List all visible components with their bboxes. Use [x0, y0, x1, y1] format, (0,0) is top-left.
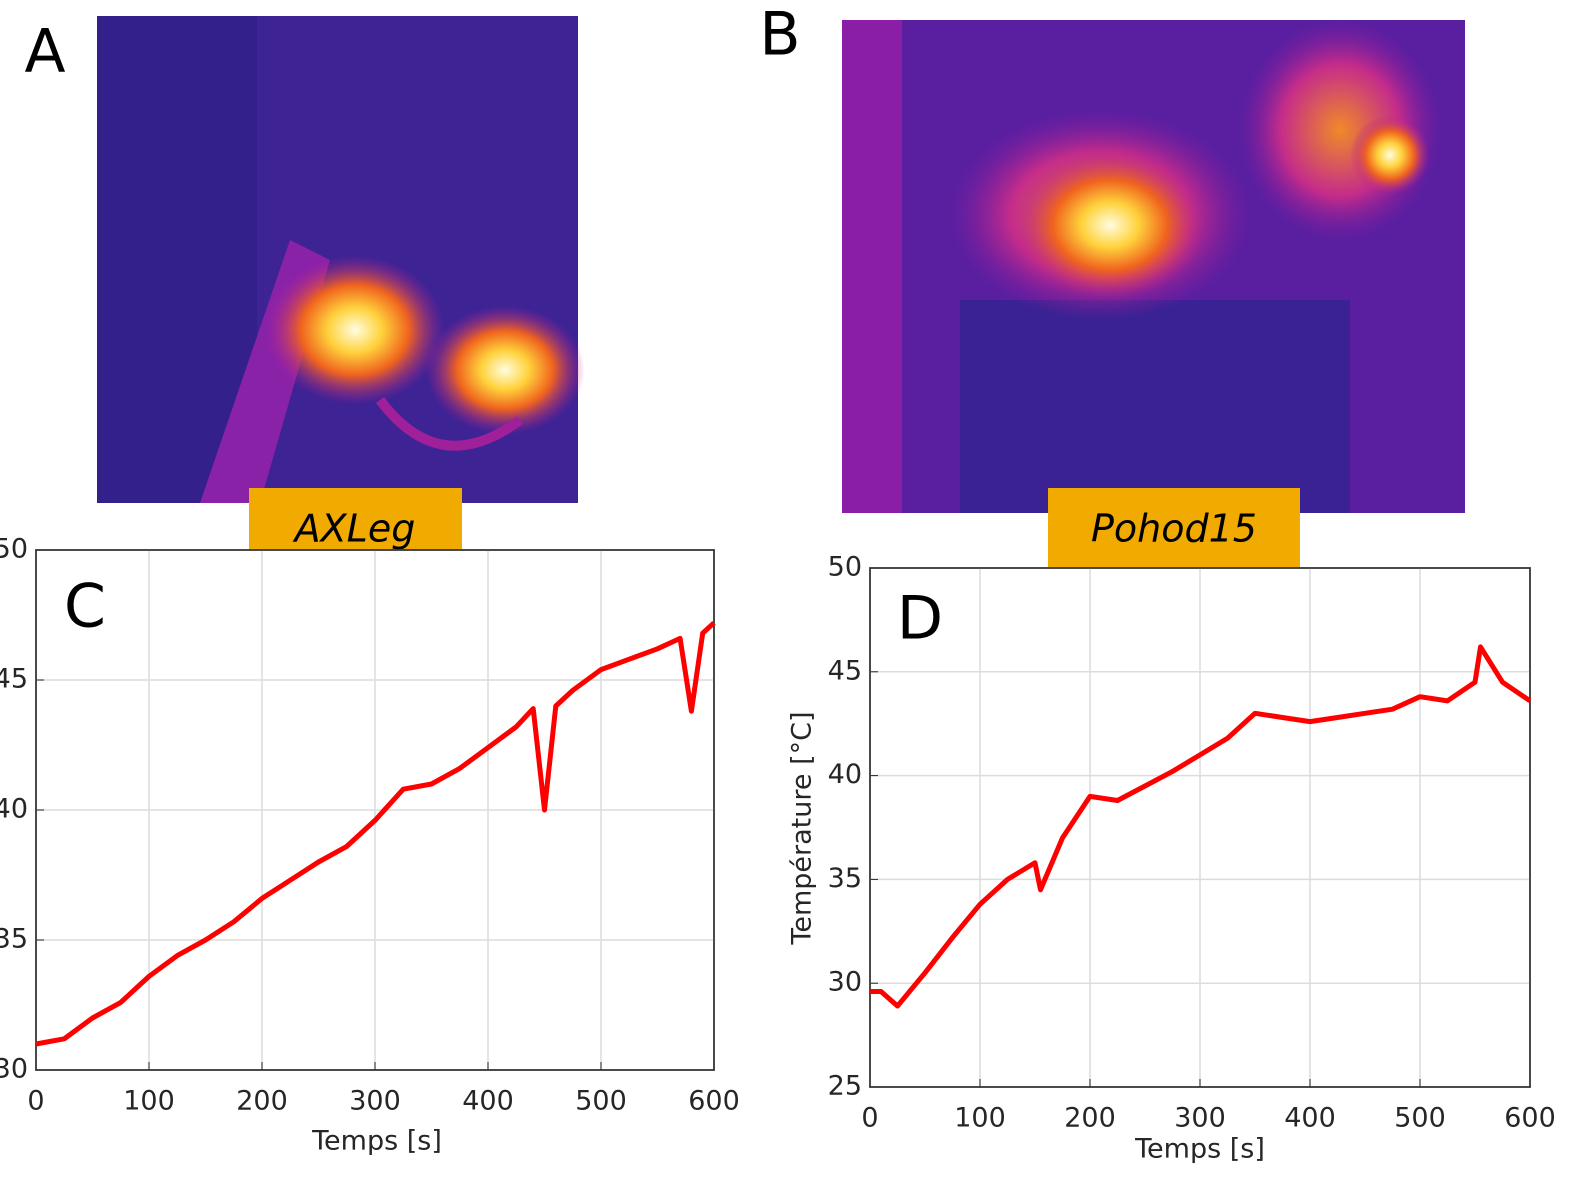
x-tick-label: 400: [1284, 1103, 1336, 1134]
caption-box: [1048, 488, 1300, 571]
panel-label: A: [24, 17, 65, 87]
y-tick-label: 30: [0, 1054, 28, 1085]
y-tick-label: 50: [828, 552, 862, 583]
x-tick-label: 100: [123, 1086, 175, 1117]
y-tick-label: 30: [828, 967, 862, 998]
y-tick-label: 40: [828, 759, 862, 790]
x-tick-label: 0: [861, 1103, 878, 1134]
x-tick-label: 200: [236, 1086, 288, 1117]
x-axis-label: Temps [s]: [1134, 1134, 1265, 1165]
x-tick-label: 0: [27, 1086, 44, 1117]
y-tick-label: 45: [0, 664, 28, 695]
caption: AXLeg: [292, 507, 416, 551]
x-tick-label: 200: [1064, 1103, 1116, 1134]
y-tick-label: 35: [0, 924, 28, 955]
panel-label: B: [759, 0, 800, 70]
thermal-image-a: [97, 16, 585, 503]
plot-frame: [869, 567, 1531, 1088]
x-tick-label: 400: [462, 1086, 514, 1117]
y-tick-label: 50: [0, 534, 28, 565]
data-line: [35, 620, 716, 1047]
x-tick-label: 600: [1504, 1103, 1556, 1134]
x-tick-label: 500: [575, 1086, 627, 1117]
data-line: [870, 644, 1532, 1009]
x-axis-label: Temps [s]: [311, 1126, 442, 1157]
x-tick-label: 300: [349, 1086, 401, 1117]
plot-frame: [35, 549, 715, 1071]
x-tick-label: 500: [1394, 1103, 1446, 1134]
y-axis-label: Température [°C]: [787, 711, 818, 945]
panel-label: D: [897, 584, 943, 654]
caption: Pohod15: [1091, 507, 1257, 551]
x-tick-label: 100: [954, 1103, 1006, 1134]
panel-label: C: [64, 572, 106, 642]
y-tick-label: 40: [0, 794, 28, 825]
y-tick-label: 25: [828, 1071, 862, 1102]
x-tick-label: 600: [688, 1086, 740, 1117]
y-tick-label: 35: [828, 863, 862, 894]
x-tick-label: 300: [1174, 1103, 1226, 1134]
y-tick-label: 45: [828, 655, 862, 686]
thermal-image-b: [842, 20, 1465, 513]
